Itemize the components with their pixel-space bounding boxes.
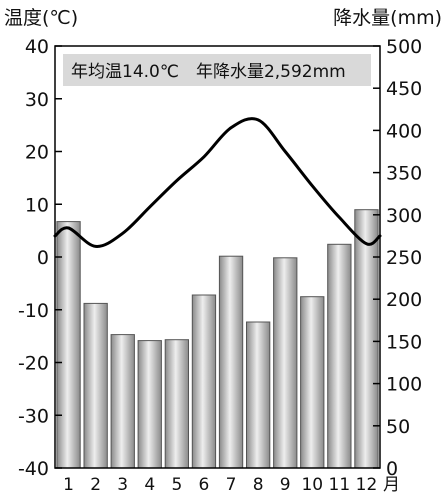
month-unit-label: 月 <box>383 475 400 495</box>
left-axis-ticks: 40 30 20 10 0 -10 -20 -30 -40 <box>18 36 62 480</box>
month-label-10: 10 <box>301 475 323 495</box>
x-axis-ticks: 1 2 3 4 5 6 7 8 9 10 11 12 月 <box>63 475 400 495</box>
left-tick-label: 10 <box>25 194 49 216</box>
right-tick-label: 500 <box>386 36 422 58</box>
month-label-2: 2 <box>90 475 101 495</box>
precip-bar-6 <box>191 294 217 469</box>
annotation-box: 年均温14.0℃ 年降水量2,592mm <box>63 54 371 86</box>
right-tick-label: 450 <box>386 78 422 100</box>
month-label-8: 8 <box>253 475 264 495</box>
month-label-3: 3 <box>117 475 128 495</box>
right-axis-title: 降水量(mm) <box>333 7 442 29</box>
month-label-4: 4 <box>144 475 155 495</box>
temperature-line <box>53 117 382 248</box>
precip-bar-9 <box>273 257 298 469</box>
precipitation-bars <box>56 209 379 469</box>
right-tick-label: 300 <box>386 205 422 227</box>
month-label-5: 5 <box>171 475 182 495</box>
precip-bar-8 <box>246 321 271 469</box>
precip-bar-3 <box>110 334 135 469</box>
right-tick-label: 250 <box>386 247 422 269</box>
temperature-line-group <box>53 117 382 248</box>
precip-bar-12 <box>354 209 379 469</box>
left-axis-title: 温度(℃) <box>4 7 78 29</box>
precip-bar-7 <box>218 255 244 469</box>
precip-bar-4 <box>137 340 162 469</box>
left-tick-label: 20 <box>25 142 49 164</box>
right-tick-label: 400 <box>386 120 422 142</box>
annotation-background <box>63 54 371 86</box>
month-label-11: 11 <box>329 475 351 495</box>
precip-bar-11 <box>327 243 352 469</box>
annual-summary-text: 年均温14.0℃ 年降水量2,592mm <box>71 62 346 82</box>
left-tick-label: -40 <box>18 458 49 480</box>
right-tick-label: 50 <box>386 416 410 438</box>
precip-bar-10 <box>300 296 325 469</box>
right-tick-label: 100 <box>386 374 422 396</box>
left-tick-label: -20 <box>18 353 49 375</box>
month-label-12: 12 <box>356 475 378 495</box>
precip-bar-5 <box>164 339 189 469</box>
right-tick-label: 350 <box>386 163 422 185</box>
right-tick-label: 200 <box>386 289 422 311</box>
left-tick-label: 0 <box>37 247 49 269</box>
right-tick-label: 0 <box>386 458 398 480</box>
right-tick-label: 150 <box>386 331 422 353</box>
month-label-1: 1 <box>63 475 74 495</box>
month-label-7: 7 <box>226 475 237 495</box>
precip-bar-1 <box>56 221 81 469</box>
left-tick-label: -30 <box>18 405 49 427</box>
left-tick-label: 30 <box>25 89 49 111</box>
precip-bar-2 <box>83 302 108 469</box>
month-label-6: 6 <box>199 475 210 495</box>
left-tick-label: 40 <box>25 36 49 58</box>
month-label-9: 9 <box>280 475 291 495</box>
left-tick-label: -10 <box>18 300 49 322</box>
